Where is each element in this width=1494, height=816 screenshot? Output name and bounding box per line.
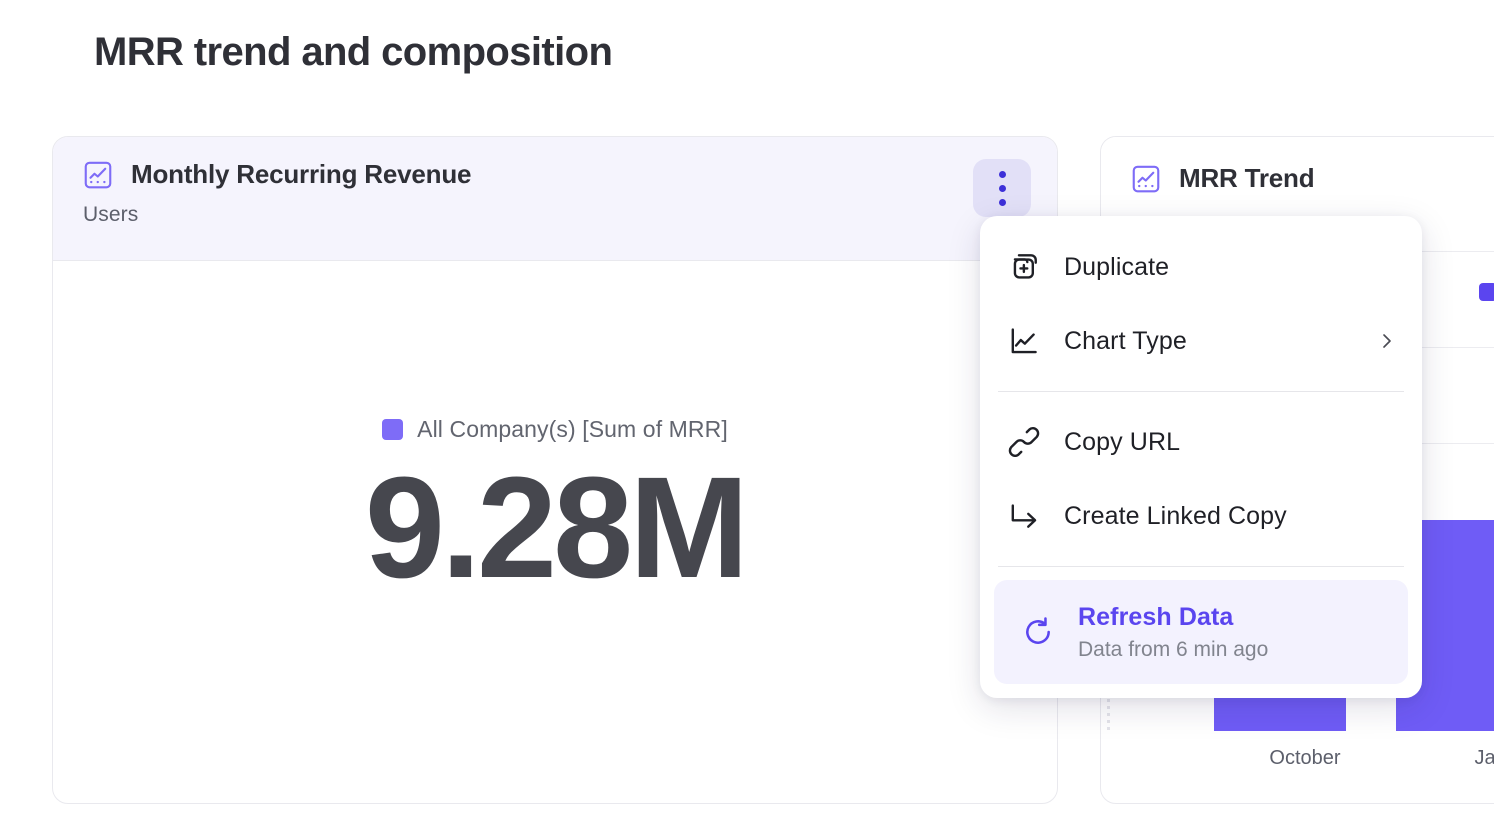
menu-item-label: Create Linked Copy bbox=[1064, 501, 1287, 530]
menu-divider bbox=[998, 566, 1404, 567]
kebab-dot bbox=[998, 184, 1006, 192]
menu-item-refresh-data[interactable]: Refresh Data Data from 6 min ago bbox=[994, 580, 1408, 684]
kpi-legend: All Company(s) [Sum of MRR] bbox=[382, 416, 728, 443]
kpi-value: 9.28M bbox=[364, 447, 749, 609]
kpi-card-title: Monthly Recurring Revenue bbox=[131, 159, 472, 189]
kpi-card-body: All Company(s) [Sum of MRR] 9.28M bbox=[53, 261, 1057, 803]
refresh-icon bbox=[1026, 617, 1050, 644]
refresh-label: Refresh Data bbox=[1078, 602, 1234, 631]
menu-item-copy-url[interactable]: Copy URL bbox=[980, 405, 1422, 479]
chevron-right-icon bbox=[1383, 334, 1391, 348]
refresh-sublabel: Data from 6 min ago bbox=[1078, 637, 1269, 661]
menu-item-duplicate[interactable]: Duplicate bbox=[980, 230, 1422, 304]
trend-card-header-row: MRR Trend bbox=[1131, 163, 1494, 194]
kpi-card-subtitle: Users bbox=[83, 203, 139, 226]
legend-color-swatch bbox=[1479, 283, 1494, 301]
menu-item-create-linked-copy[interactable]: Create Linked Copy bbox=[980, 479, 1422, 553]
trend-card-title: MRR Trend bbox=[1179, 163, 1315, 193]
kebab-dot bbox=[998, 170, 1006, 178]
kpi-card-header-row: Monthly Recurring Revenue bbox=[83, 159, 1031, 190]
kebab-dot bbox=[998, 198, 1006, 206]
legend-color-swatch bbox=[382, 419, 404, 441]
kpi-card-header: Monthly Recurring Revenue Users bbox=[53, 137, 1057, 261]
kpi-legend-label: All Company(s) [Sum of MRR] bbox=[417, 416, 728, 443]
chart-line-box-icon bbox=[84, 161, 112, 188]
menu-item-label: Chart Type bbox=[1064, 326, 1187, 355]
arrow-elbow-icon bbox=[1011, 504, 1037, 528]
x-axis-labels: October Ja bbox=[1101, 747, 1494, 777]
menu-item-chart-type[interactable]: Chart Type bbox=[980, 304, 1422, 378]
kebab-menu-button[interactable] bbox=[973, 159, 1031, 217]
menu-item-label: Copy URL bbox=[1064, 427, 1181, 456]
x-axis-tick-label: Ja bbox=[1474, 747, 1494, 769]
trend-legend bbox=[1479, 283, 1494, 301]
link-icon bbox=[1008, 427, 1040, 457]
x-axis-tick-label: October bbox=[1269, 747, 1341, 769]
menu-item-label: Duplicate bbox=[1064, 252, 1170, 281]
line-chart-icon bbox=[1011, 328, 1037, 354]
context-menu: Duplicate Chart Type Copy URL bbox=[980, 216, 1422, 698]
refresh-text-group: Refresh Data Data from 6 min ago bbox=[1078, 603, 1268, 662]
duplicate-icon bbox=[1013, 254, 1037, 279]
kpi-card: Monthly Recurring Revenue Users All Comp… bbox=[52, 136, 1058, 804]
page-title: MRR trend and composition bbox=[94, 30, 613, 74]
menu-divider bbox=[998, 391, 1404, 392]
chart-line-box-icon bbox=[1132, 165, 1160, 192]
